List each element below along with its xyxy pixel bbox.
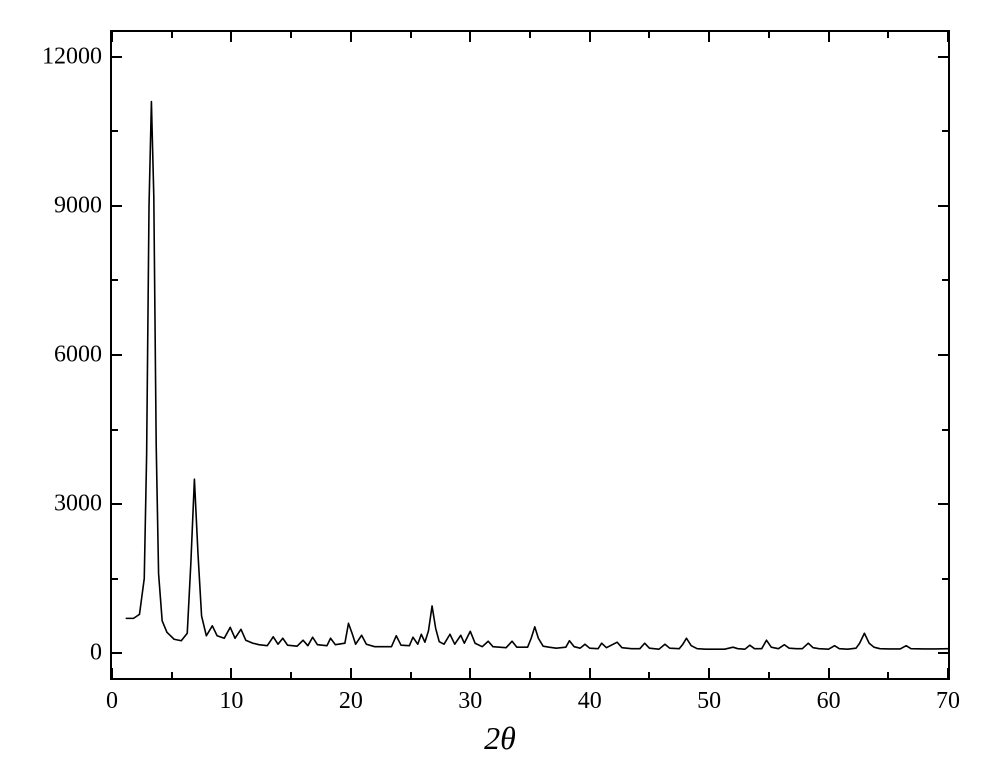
y-tick-label: 9000	[12, 192, 102, 219]
axis-tick	[942, 429, 948, 431]
x-tick-label: 70	[936, 688, 960, 715]
axis-tick	[828, 668, 830, 678]
x-tick-label: 30	[458, 688, 482, 715]
axis-tick	[589, 668, 591, 678]
y-tick-label: 6000	[12, 342, 102, 369]
axis-tick	[529, 672, 531, 678]
axis-tick	[171, 32, 173, 38]
x-tick-label: 60	[817, 688, 841, 715]
axis-tick	[112, 652, 122, 654]
axis-tick	[230, 668, 232, 678]
xrd-trace-svg	[112, 32, 948, 678]
axis-tick	[942, 130, 948, 132]
axis-tick	[112, 354, 122, 356]
axis-tick	[290, 672, 292, 678]
axis-tick	[112, 578, 118, 580]
axis-tick	[768, 32, 770, 38]
axis-tick	[938, 56, 948, 58]
axis-tick	[938, 205, 948, 207]
xrd-figure: 0 3000 6000 9000 12000 0 10 20 30 40 50 60 70 2θ	[0, 0, 1000, 768]
axis-tick	[938, 503, 948, 505]
axis-tick	[947, 32, 949, 42]
axis-tick	[942, 578, 948, 580]
axis-tick	[589, 32, 591, 42]
axis-tick	[469, 32, 471, 42]
axis-tick	[112, 205, 122, 207]
axis-tick	[947, 668, 949, 678]
axis-tick	[290, 32, 292, 38]
axis-tick	[942, 279, 948, 281]
axis-tick	[112, 429, 118, 431]
axis-tick	[887, 672, 889, 678]
axis-tick	[112, 279, 118, 281]
y-tick-label: 3000	[12, 491, 102, 518]
axis-tick	[938, 354, 948, 356]
axis-tick	[230, 32, 232, 42]
axis-tick	[410, 32, 412, 38]
axis-tick	[111, 32, 113, 42]
axis-tick	[350, 668, 352, 678]
axis-tick	[410, 672, 412, 678]
axis-tick	[112, 503, 122, 505]
axis-tick	[708, 668, 710, 678]
axis-tick	[111, 668, 113, 678]
axis-tick	[171, 672, 173, 678]
x-tick-label: 10	[219, 688, 243, 715]
axis-tick	[469, 668, 471, 678]
axis-tick	[887, 32, 889, 38]
axis-tick	[828, 32, 830, 42]
axis-tick	[112, 130, 118, 132]
axis-tick	[648, 672, 650, 678]
axis-tick	[938, 652, 948, 654]
axis-tick	[112, 56, 122, 58]
x-tick-label: 0	[106, 688, 118, 715]
axis-tick	[529, 32, 531, 38]
axis-tick	[768, 672, 770, 678]
y-tick-label: 0	[12, 640, 102, 667]
plot-area	[110, 30, 950, 680]
axis-tick	[708, 32, 710, 42]
x-tick-label: 20	[339, 688, 363, 715]
x-tick-label: 50	[697, 688, 721, 715]
axis-tick	[648, 32, 650, 38]
axis-tick	[350, 32, 352, 42]
x-axis-label: 2θ	[0, 720, 1000, 757]
y-tick-label: 12000	[12, 43, 102, 70]
x-tick-label: 40	[578, 688, 602, 715]
